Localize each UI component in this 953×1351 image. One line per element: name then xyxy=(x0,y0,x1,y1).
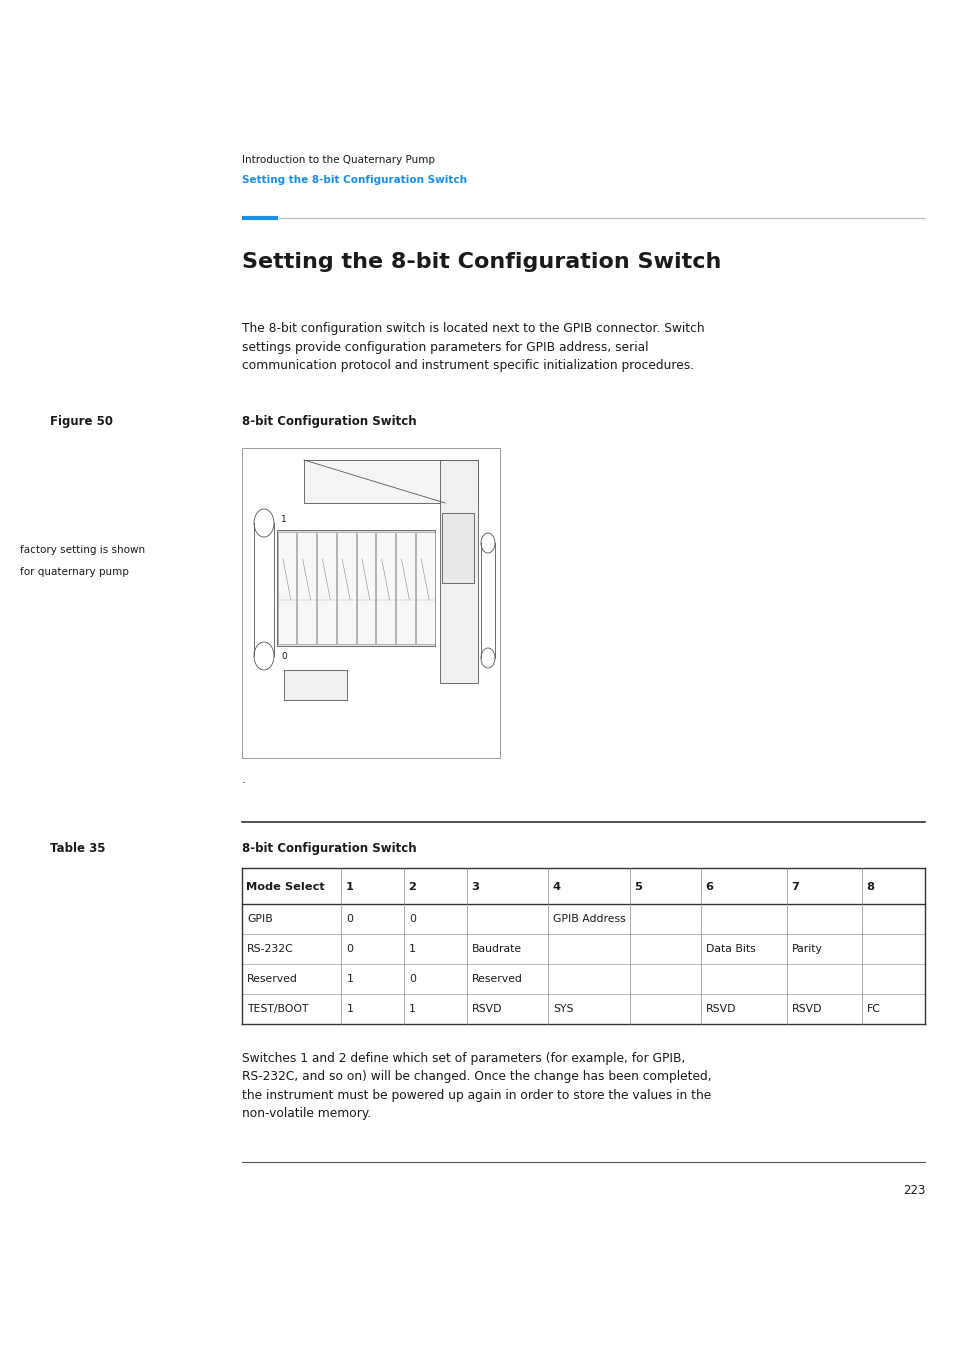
Text: TEST/BOOT: TEST/BOOT xyxy=(247,1004,308,1015)
Bar xyxy=(297,532,315,644)
Text: Figure 50: Figure 50 xyxy=(50,415,112,428)
Text: 0: 0 xyxy=(281,653,287,661)
Text: 8-bit Configuration Switch: 8-bit Configuration Switch xyxy=(242,415,416,428)
Bar xyxy=(375,532,395,644)
Text: Table 35: Table 35 xyxy=(50,842,106,855)
Text: 1: 1 xyxy=(346,974,353,984)
Text: Reserved: Reserved xyxy=(247,974,297,984)
Text: Baudrate: Baudrate xyxy=(472,944,521,954)
Bar xyxy=(441,513,474,584)
Text: SYS: SYS xyxy=(553,1004,574,1015)
Bar xyxy=(336,532,355,644)
Text: RSVD: RSVD xyxy=(472,1004,502,1015)
Bar xyxy=(395,532,415,644)
Bar xyxy=(316,532,335,644)
Text: .: . xyxy=(242,773,246,786)
Text: 0: 0 xyxy=(409,974,416,984)
Text: 6: 6 xyxy=(704,882,713,892)
Text: 2: 2 xyxy=(408,882,416,892)
Text: Setting the 8-bit Configuration Switch: Setting the 8-bit Configuration Switch xyxy=(242,253,720,272)
Text: GPIB: GPIB xyxy=(247,915,273,924)
Text: 0: 0 xyxy=(409,915,416,924)
Text: Data Bits: Data Bits xyxy=(705,944,755,954)
Bar xyxy=(242,449,499,758)
Text: 3: 3 xyxy=(471,882,478,892)
Text: 5: 5 xyxy=(634,882,641,892)
Text: RSVD: RSVD xyxy=(791,1004,821,1015)
Ellipse shape xyxy=(480,534,495,553)
Text: The 8-bit configuration switch is located next to the GPIB connector. Switch
set: The 8-bit configuration switch is locate… xyxy=(242,322,704,372)
Text: FC: FC xyxy=(866,1004,881,1015)
Text: Introduction to the Quaternary Pump: Introduction to the Quaternary Pump xyxy=(242,155,435,165)
Ellipse shape xyxy=(480,648,495,667)
Bar xyxy=(356,532,375,644)
Text: 4: 4 xyxy=(552,882,559,892)
Text: 8-bit Configuration Switch: 8-bit Configuration Switch xyxy=(242,842,416,855)
Text: Reserved: Reserved xyxy=(472,974,522,984)
Text: 1: 1 xyxy=(346,1004,353,1015)
Text: 0: 0 xyxy=(346,915,353,924)
Ellipse shape xyxy=(253,509,274,536)
Text: 7: 7 xyxy=(790,882,798,892)
Text: 1: 1 xyxy=(409,1004,416,1015)
Bar xyxy=(284,670,347,700)
Ellipse shape xyxy=(253,642,274,670)
Text: 1: 1 xyxy=(409,944,416,954)
Text: factory setting is shown: factory setting is shown xyxy=(20,544,145,555)
Bar xyxy=(439,459,477,684)
Text: Parity: Parity xyxy=(791,944,821,954)
Text: 8: 8 xyxy=(865,882,873,892)
Text: 1: 1 xyxy=(281,515,287,524)
Bar xyxy=(276,530,435,646)
Text: Mode Select: Mode Select xyxy=(246,882,324,892)
Text: RS-232C: RS-232C xyxy=(247,944,294,954)
Text: RSVD: RSVD xyxy=(705,1004,736,1015)
Text: Setting the 8-bit Configuration Switch: Setting the 8-bit Configuration Switch xyxy=(242,176,467,185)
Polygon shape xyxy=(304,459,477,503)
Text: 1: 1 xyxy=(345,882,353,892)
Text: 0: 0 xyxy=(346,944,353,954)
Text: Switches 1 and 2 define which set of parameters (for example, for GPIB,
RS-232C,: Switches 1 and 2 define which set of par… xyxy=(242,1052,711,1120)
Text: 223: 223 xyxy=(902,1183,924,1197)
Bar xyxy=(277,532,296,644)
Text: GPIB Address: GPIB Address xyxy=(553,915,625,924)
Text: for quaternary pump: for quaternary pump xyxy=(20,567,129,577)
Bar xyxy=(416,532,434,644)
